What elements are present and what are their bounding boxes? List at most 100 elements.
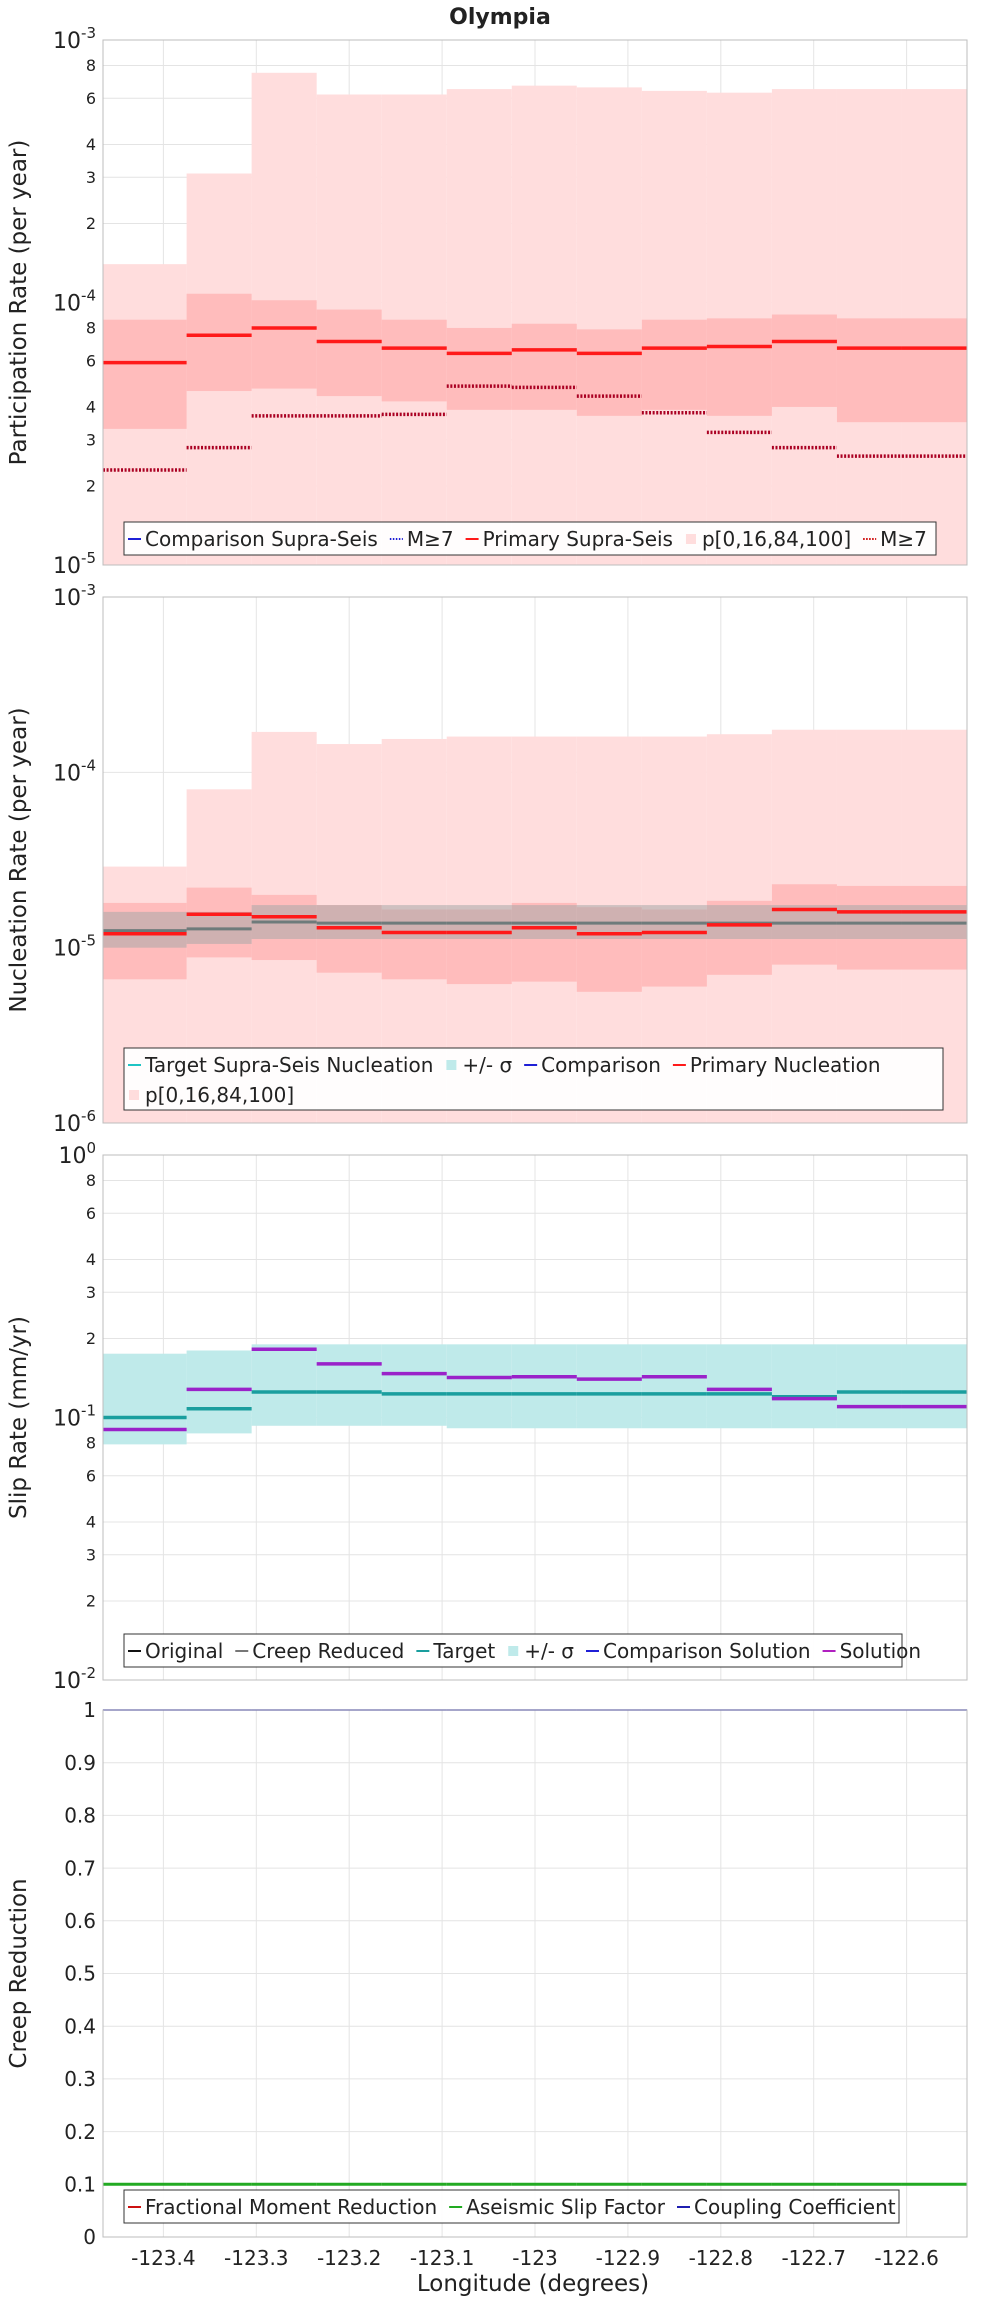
series-solution <box>103 1347 967 1432</box>
band-bin <box>576 329 642 416</box>
x-tick-label: -123.4 <box>131 2246 195 2270</box>
band-bin <box>381 1344 447 1426</box>
band-bin <box>836 318 902 423</box>
band-bin <box>836 1344 902 1429</box>
y-tick-label: 0.4 <box>64 2014 96 2038</box>
y-tick-label: 4 <box>86 1250 96 1269</box>
legend: Fractional Moment Reduction Aseismic Slip… <box>123 2189 900 2224</box>
y-tick-label: 6 <box>86 1204 96 1223</box>
y-tick-label: 10-4 <box>53 756 96 786</box>
y-tick-label: 0.8 <box>64 1804 96 1828</box>
x-axis-ticks: -123.4 -123.3 -123.2 -123.1 -123 -122.9 -122.8… <box>131 2246 939 2270</box>
legend-box <box>123 2189 900 2224</box>
y-tick-label: 6 <box>86 89 96 108</box>
plot-frame <box>102 1154 968 1681</box>
y-tick-label: 0.2 <box>64 2120 96 2144</box>
legend-label: M≥7 <box>407 527 454 551</box>
y-tick-label: 10-4 <box>53 287 96 317</box>
y-tick-label: 1 <box>83 1698 96 1722</box>
legend-label: Creep Reduced <box>252 1639 404 1663</box>
y-tick-label: 10-5 <box>53 549 96 579</box>
band-bin <box>316 309 382 397</box>
band-bin <box>901 1344 967 1429</box>
legend: Target Supra-Seis Nucleation +/- σ Compari… <box>123 1047 944 1111</box>
y-tick-label: 0.6 <box>64 1909 96 1933</box>
plot-frame <box>102 596 968 1124</box>
band-bin <box>381 319 447 402</box>
panel-creep: 0 0.1 0.2 0.3 0.4 0.5 0.6 0.7 0.8 0.9 1 Creep Reduc… <box>6 1698 968 2249</box>
series-primary-supra-seis <box>103 326 967 365</box>
legend-label: Fractional Moment Reduction <box>145 2195 437 2219</box>
y-tick-label: 10-3 <box>53 581 96 611</box>
series-primary-nucleation <box>103 907 967 936</box>
y-tick-label: 6 <box>86 351 96 370</box>
legend-label: Target <box>432 1639 495 1663</box>
x-axis-label: Longitude (degrees) <box>417 2271 649 2297</box>
legend-label: Primary Supra-Seis <box>483 527 673 551</box>
band-bin <box>576 87 642 565</box>
band-bin <box>771 1344 837 1429</box>
legend-label: Solution <box>840 1639 921 1663</box>
legend-label: Original <box>145 1639 223 1663</box>
band-bin <box>186 293 252 392</box>
band-bin <box>706 1344 772 1429</box>
band-bin <box>251 300 317 389</box>
x-tick-label: -123.1 <box>410 2246 474 2270</box>
y-tick-label: 8 <box>86 319 96 338</box>
y-axis-label: Creep Reduction <box>6 1878 32 2068</box>
legend-swatch <box>446 1060 457 1070</box>
legend-label: Aseismic Slip Factor <box>466 2195 666 2219</box>
band-bin <box>446 89 512 566</box>
plot-frame <box>102 1709 968 2238</box>
y-axis-label: Slip Rate (mm/yr) <box>6 1316 32 1519</box>
panel-nucleation: 10-6 10-5 10-4 10-3 Nucleation Rate (per yea… <box>6 581 968 1137</box>
band-p-0-16-84-100-inner <box>103 293 967 429</box>
y-tick-label: 8 <box>86 56 96 75</box>
band-bin <box>641 319 707 410</box>
legend-swatch <box>129 1090 139 1100</box>
legend-swatch <box>508 1646 519 1656</box>
band-bin <box>446 1344 512 1429</box>
series-m-7 <box>103 384 967 472</box>
band-bin <box>103 319 187 429</box>
legend-label: p[0,16,84,100] <box>145 1083 294 1107</box>
y-tick-label: 3 <box>86 431 96 450</box>
y-tick-label: 8 <box>86 1171 96 1190</box>
y-tick-label: 10-5 <box>53 932 96 962</box>
x-tick-label: -122.9 <box>596 2246 660 2270</box>
y-tick-label: 10-2 <box>53 1664 96 1694</box>
band-bin <box>511 1344 577 1429</box>
plot-layer: 10-5 2 3 4 6 8 10-4 2 3 4 6 8 10-3 Participation Rate… <box>6 24 968 2270</box>
y-axis-label: Participation Rate (per year) <box>6 140 32 466</box>
legend: Comparison Supra-Seis M≥7 Primary Supra-Se… <box>123 521 937 556</box>
plot-frame <box>102 39 968 566</box>
series-target <box>103 1390 967 1420</box>
y-tick-label: 0.5 <box>64 1962 96 1986</box>
y-tick-label: 3 <box>86 168 96 187</box>
chart-title: Olympia <box>449 5 551 30</box>
y-tick-label: 3 <box>86 1283 96 1302</box>
panel-participation: 10-5 2 3 4 6 8 10-4 2 3 4 6 8 10-3 Participation Rate… <box>6 24 968 579</box>
panel-slip: 10-2 2 3 4 6 8 10-1 2 3 4 6 8 100 Slip Rate (mm/yr) Or… <box>6 1139 968 1694</box>
y-tick-label: 10-3 <box>53 24 96 54</box>
y-tick-label: 0.9 <box>64 1751 96 1775</box>
legend-label: Target Supra-Seis Nucleation <box>144 1053 433 1077</box>
band-bin <box>641 1344 707 1429</box>
legend-label: Coupling Coefficient <box>694 2195 896 2219</box>
y-tick-label: 0 <box>83 2225 96 2249</box>
y-tick-label: 2 <box>86 1329 96 1348</box>
x-tick-label: -123 <box>512 2246 557 2270</box>
x-tick-label: -123.3 <box>224 2246 288 2270</box>
y-tick-label: 6 <box>86 1466 96 1485</box>
y-tick-label: 2 <box>86 214 96 233</box>
band-bin <box>511 323 577 410</box>
x-tick-label: -122.6 <box>874 2246 938 2270</box>
legend-label: +/- σ <box>524 1639 574 1663</box>
band-bin <box>771 314 837 407</box>
y-tick-label: 2 <box>86 1592 96 1611</box>
legend-label: Comparison <box>541 1053 661 1077</box>
band-bin <box>901 318 967 423</box>
y-tick-label: 4 <box>86 135 96 154</box>
x-tick-label: -123.2 <box>317 2246 381 2270</box>
